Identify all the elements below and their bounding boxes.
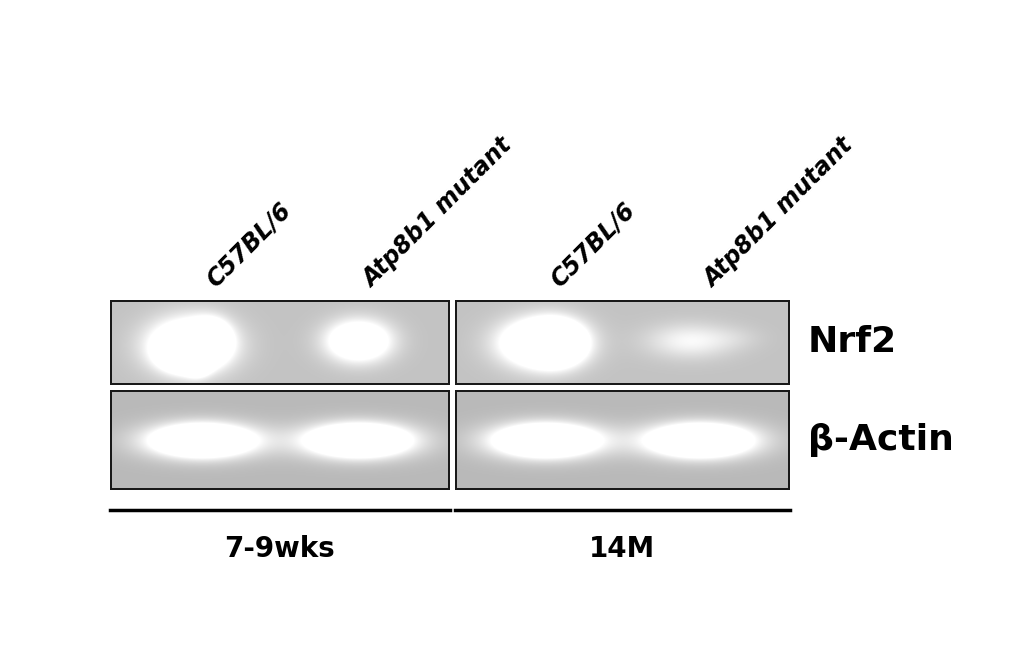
Text: β-Actin: β-Actin: [807, 423, 953, 457]
Text: 14M: 14M: [589, 535, 655, 563]
Text: 7-9wks: 7-9wks: [224, 535, 335, 563]
Text: Atp8b1 mutant: Atp8b1 mutant: [358, 133, 517, 292]
Text: C57BL/6: C57BL/6: [545, 198, 639, 292]
Text: Nrf2: Nrf2: [807, 325, 897, 360]
Text: Atp8b1 mutant: Atp8b1 mutant: [699, 133, 857, 292]
Text: C57BL/6: C57BL/6: [202, 198, 296, 292]
